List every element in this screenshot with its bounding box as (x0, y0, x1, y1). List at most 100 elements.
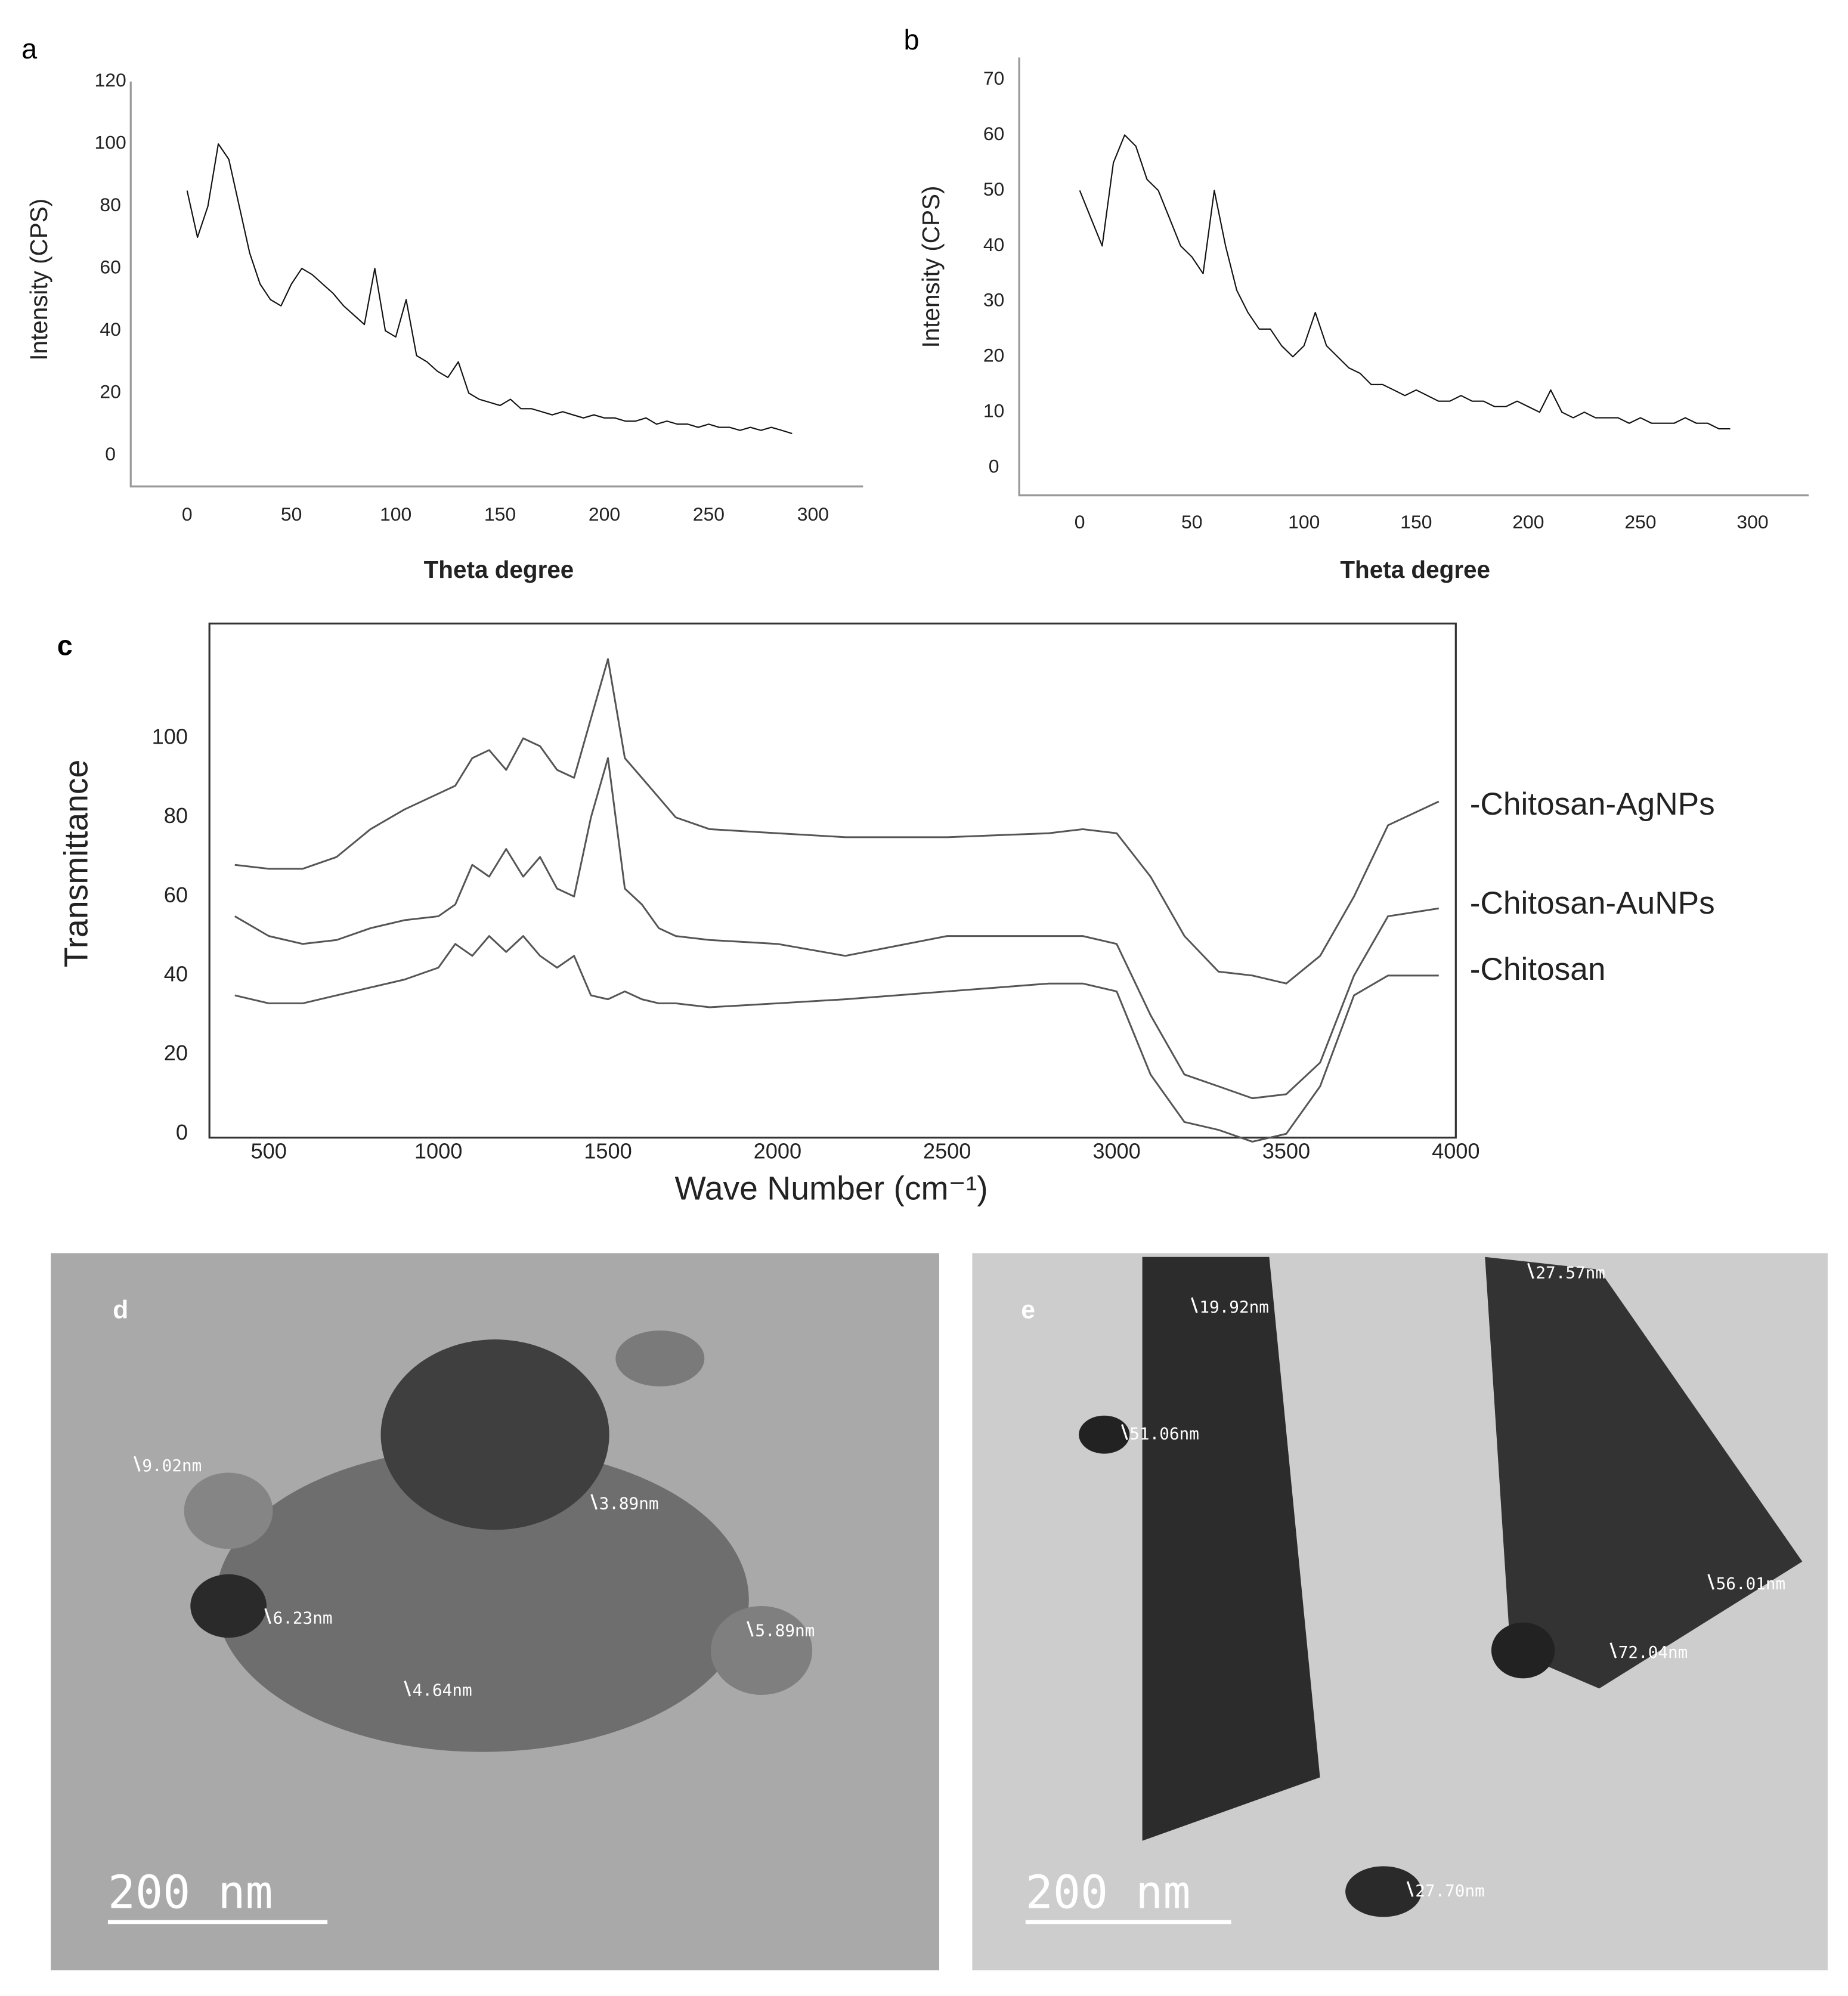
y-tick-label: 0 (989, 456, 999, 477)
x-tick-label: 50 (281, 503, 302, 525)
y-tick-label: 120 (95, 69, 126, 91)
legend-label: -Chitosan (1470, 952, 1606, 987)
y-tick-label: 100 (152, 725, 188, 749)
particle (184, 1472, 273, 1549)
measurement-label: 4.64nm (413, 1681, 472, 1700)
measure-line (747, 1621, 754, 1637)
axis-line (129, 81, 863, 488)
tem-image-e (972, 1253, 1828, 1970)
panel-label: a (21, 33, 38, 64)
y-tick-label: 20 (100, 380, 120, 402)
measure-line (1609, 1642, 1617, 1658)
y-tick-label: 20 (983, 345, 1005, 366)
y-tick-label: 0 (105, 443, 116, 465)
measurement-label: 19.92nm (1199, 1297, 1269, 1317)
y-axis-title: Transmittance (58, 760, 95, 967)
x-tick-label: 50 (1181, 511, 1203, 533)
legend-label: -Chitosan-AgNPs (1470, 787, 1715, 822)
measurement-label: 5.89nm (755, 1621, 815, 1641)
x-tick-label: 1500 (584, 1139, 632, 1163)
x-tick-label: 150 (484, 503, 516, 525)
measurement-label: 3.89nm (599, 1494, 659, 1514)
x-tick-label: 300 (1736, 511, 1768, 533)
y-tick-label: 20 (164, 1041, 188, 1065)
particle (1345, 1866, 1422, 1917)
data-line (234, 757, 1440, 1100)
x-tick-label: 300 (797, 503, 829, 525)
x-axis-title: Theta degree (424, 556, 574, 583)
panel-label: e (1021, 1295, 1035, 1324)
x-tick-label: 200 (1512, 511, 1544, 533)
tem-image-d (51, 1253, 940, 1970)
scale-bar-label: 200 nm (1026, 1866, 1191, 1919)
y-tick-label: 0 (176, 1120, 188, 1144)
x-tick-label: 250 (1624, 511, 1656, 533)
x-tick-label: 2000 (754, 1139, 801, 1163)
y-tick-label: 70 (983, 67, 1005, 89)
x-tick-label: 500 (251, 1139, 287, 1163)
particle (615, 1330, 705, 1387)
panel-label: b (903, 24, 919, 55)
particle (190, 1574, 267, 1638)
y-tick-label: 40 (164, 961, 188, 986)
y-tick-label: 50 (983, 178, 1005, 200)
y-tick-label: 80 (100, 194, 120, 215)
measure-line (264, 1608, 271, 1624)
measurement-label: 27.57nm (1536, 1262, 1605, 1282)
measure-line (134, 1456, 141, 1472)
particle-cluster (215, 1447, 749, 1752)
particle (710, 1606, 813, 1695)
y-axis-title: Intensity (CPS) (917, 186, 945, 348)
x-tick-label: 200 (589, 503, 620, 525)
y-tick-label: 60 (164, 883, 188, 907)
y-tick-label: 10 (983, 400, 1005, 422)
particle (1491, 1622, 1555, 1679)
y-tick-label: 40 (983, 234, 1005, 255)
x-tick-label: 3000 (1092, 1139, 1140, 1163)
measure-line (1121, 1424, 1128, 1440)
panel-label: d (113, 1295, 128, 1324)
measurement-label: 72.04nm (1618, 1642, 1688, 1662)
axis-line (1018, 57, 1809, 497)
x-axis-title: Theta degree (1340, 556, 1490, 583)
particle-cluster (1142, 1257, 1320, 1841)
x-tick-label: 0 (1075, 511, 1085, 533)
measurement-label: 51.06nm (1129, 1424, 1199, 1444)
x-tick-label: 4000 (1432, 1139, 1479, 1163)
measurement-label: 27.70nm (1415, 1881, 1485, 1901)
scale-bar-label: 200 nm (108, 1866, 273, 1919)
y-axis-title: Intensity (CPS) (25, 199, 52, 361)
x-tick-label: 2500 (923, 1139, 971, 1163)
x-tick-label: 1000 (414, 1139, 462, 1163)
y-tick-label: 100 (95, 132, 126, 153)
x-tick-label: 100 (1288, 511, 1320, 533)
x-tick-label: 3500 (1262, 1139, 1310, 1163)
measurement-label: 9.02nm (142, 1456, 202, 1475)
legend-label: -Chitosan-AuNPs (1470, 886, 1715, 921)
measurement-label: 6.23nm (273, 1608, 333, 1627)
measure-line (1406, 1881, 1414, 1897)
particle (1079, 1415, 1130, 1454)
y-tick-label: 40 (100, 318, 120, 340)
plot-frame (208, 623, 1457, 1139)
data-line (234, 935, 1439, 1143)
measure-line (404, 1681, 411, 1697)
y-tick-label: 30 (983, 289, 1005, 311)
x-axis-title: Wave Number (cm⁻¹) (675, 1170, 988, 1207)
data-line (1079, 134, 1731, 430)
y-tick-label: 60 (983, 123, 1005, 144)
measure-line (1191, 1297, 1198, 1313)
x-tick-label: 0 (182, 503, 193, 525)
particle-cluster (1485, 1257, 1803, 1689)
y-tick-label: 60 (100, 256, 120, 278)
x-tick-label: 100 (380, 503, 411, 525)
data-line (186, 143, 793, 435)
measurement-label: 56.01nm (1716, 1574, 1786, 1593)
measure-line (1707, 1574, 1714, 1590)
panel-label: c (57, 630, 73, 661)
data-line (234, 658, 1440, 985)
measure-line (1527, 1262, 1534, 1279)
x-tick-label: 150 (1400, 511, 1432, 533)
measure-line (590, 1494, 598, 1510)
